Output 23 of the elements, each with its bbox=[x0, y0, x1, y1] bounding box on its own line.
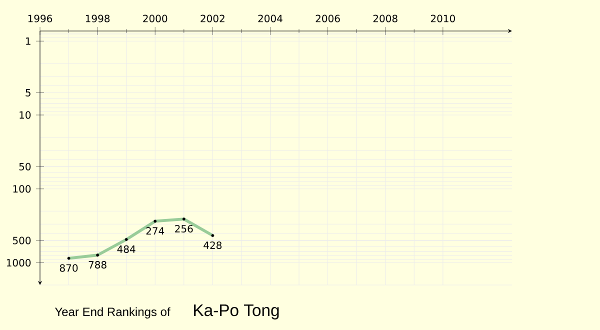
data-label: 274 bbox=[146, 227, 164, 235]
x-tick-label: 2000 bbox=[143, 14, 168, 22]
y-tick-label: 10 bbox=[20, 111, 31, 119]
x-tick-label: 1998 bbox=[86, 14, 110, 22]
y-tick-label: 1 bbox=[26, 37, 30, 45]
data-label: 428 bbox=[204, 241, 222, 250]
y-tick-label: 50 bbox=[19, 162, 31, 170]
y-tick-label: 500 bbox=[12, 236, 31, 244]
y-tick-label: 100 bbox=[13, 185, 31, 193]
data-label: 870 bbox=[60, 264, 78, 272]
x-tick-label: 2010 bbox=[430, 14, 455, 22]
x-tick-label: 2004 bbox=[258, 14, 282, 22]
x-tick-label: 2002 bbox=[200, 14, 224, 22]
x-tick-label: 2008 bbox=[373, 14, 398, 22]
x-tick-label: 1996 bbox=[28, 14, 52, 22]
y-tick-label: 1000 bbox=[6, 258, 31, 267]
data-label: 484 bbox=[117, 245, 136, 253]
y-tick-label: 5 bbox=[26, 89, 30, 96]
data-label: 788 bbox=[88, 261, 106, 269]
x-tick-label: 2006 bbox=[316, 14, 340, 22]
text: Year End Rankings of bbox=[54, 307, 170, 318]
text: Ka-Po Tong bbox=[194, 304, 279, 320]
data-label: 256 bbox=[175, 224, 193, 233]
